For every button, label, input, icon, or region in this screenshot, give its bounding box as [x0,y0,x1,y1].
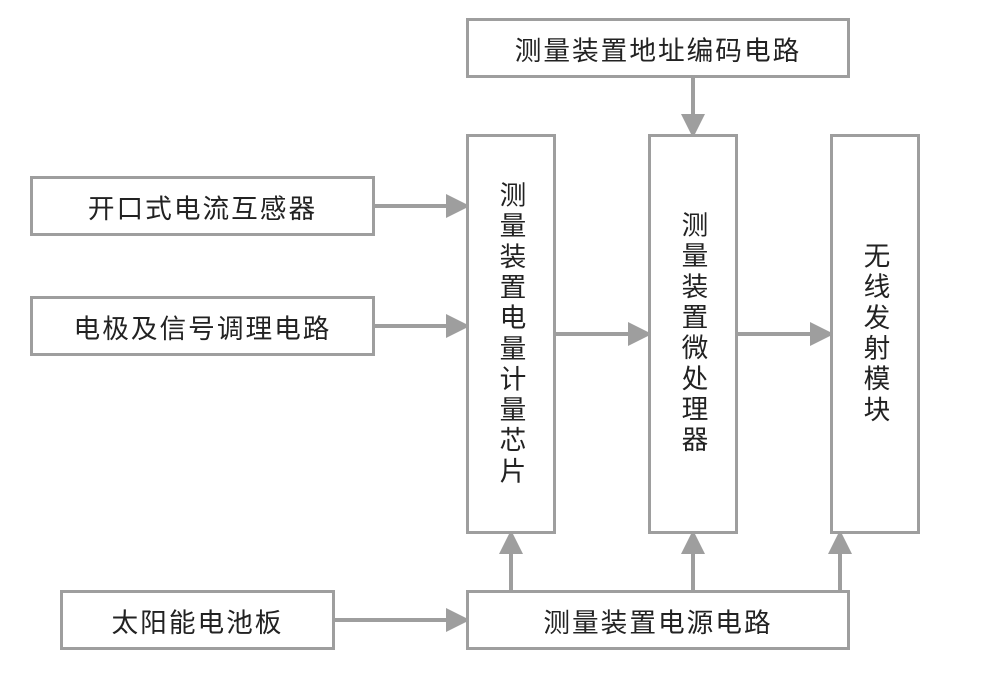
node-wireless-label: 无线发射模块 [856,242,895,426]
node-addr-label: 测量装置地址编码电路 [515,29,802,68]
node-addr: 测量装置地址编码电路 [466,18,850,78]
node-elec: 电极及信号调理电路 [30,296,375,356]
node-solar: 太阳能电池板 [60,590,335,650]
node-mcu-label: 测量装置微处理器 [674,211,713,456]
node-power: 测量装置电源电路 [466,590,850,650]
node-meter-label: 测量装置电量计量芯片 [492,181,531,488]
node-mcu: 测量装置微处理器 [648,134,738,534]
node-meter: 测量装置电量计量芯片 [466,134,556,534]
node-wireless: 无线发射模块 [830,134,920,534]
node-elec-label: 电极及信号调理电路 [74,307,332,346]
node-solar-label: 太阳能电池板 [112,601,284,640]
diagram-canvas: 测量装置地址编码电路开口式电流互感器电极及信号调理电路太阳能电池板 测量装置电源电… [0,0,1000,684]
node-power-label: 测量装置电源电路 [543,601,772,640]
node-ct-label: 开口式电流互感器 [88,187,317,226]
node-ct: 开口式电流互感器 [30,176,375,236]
